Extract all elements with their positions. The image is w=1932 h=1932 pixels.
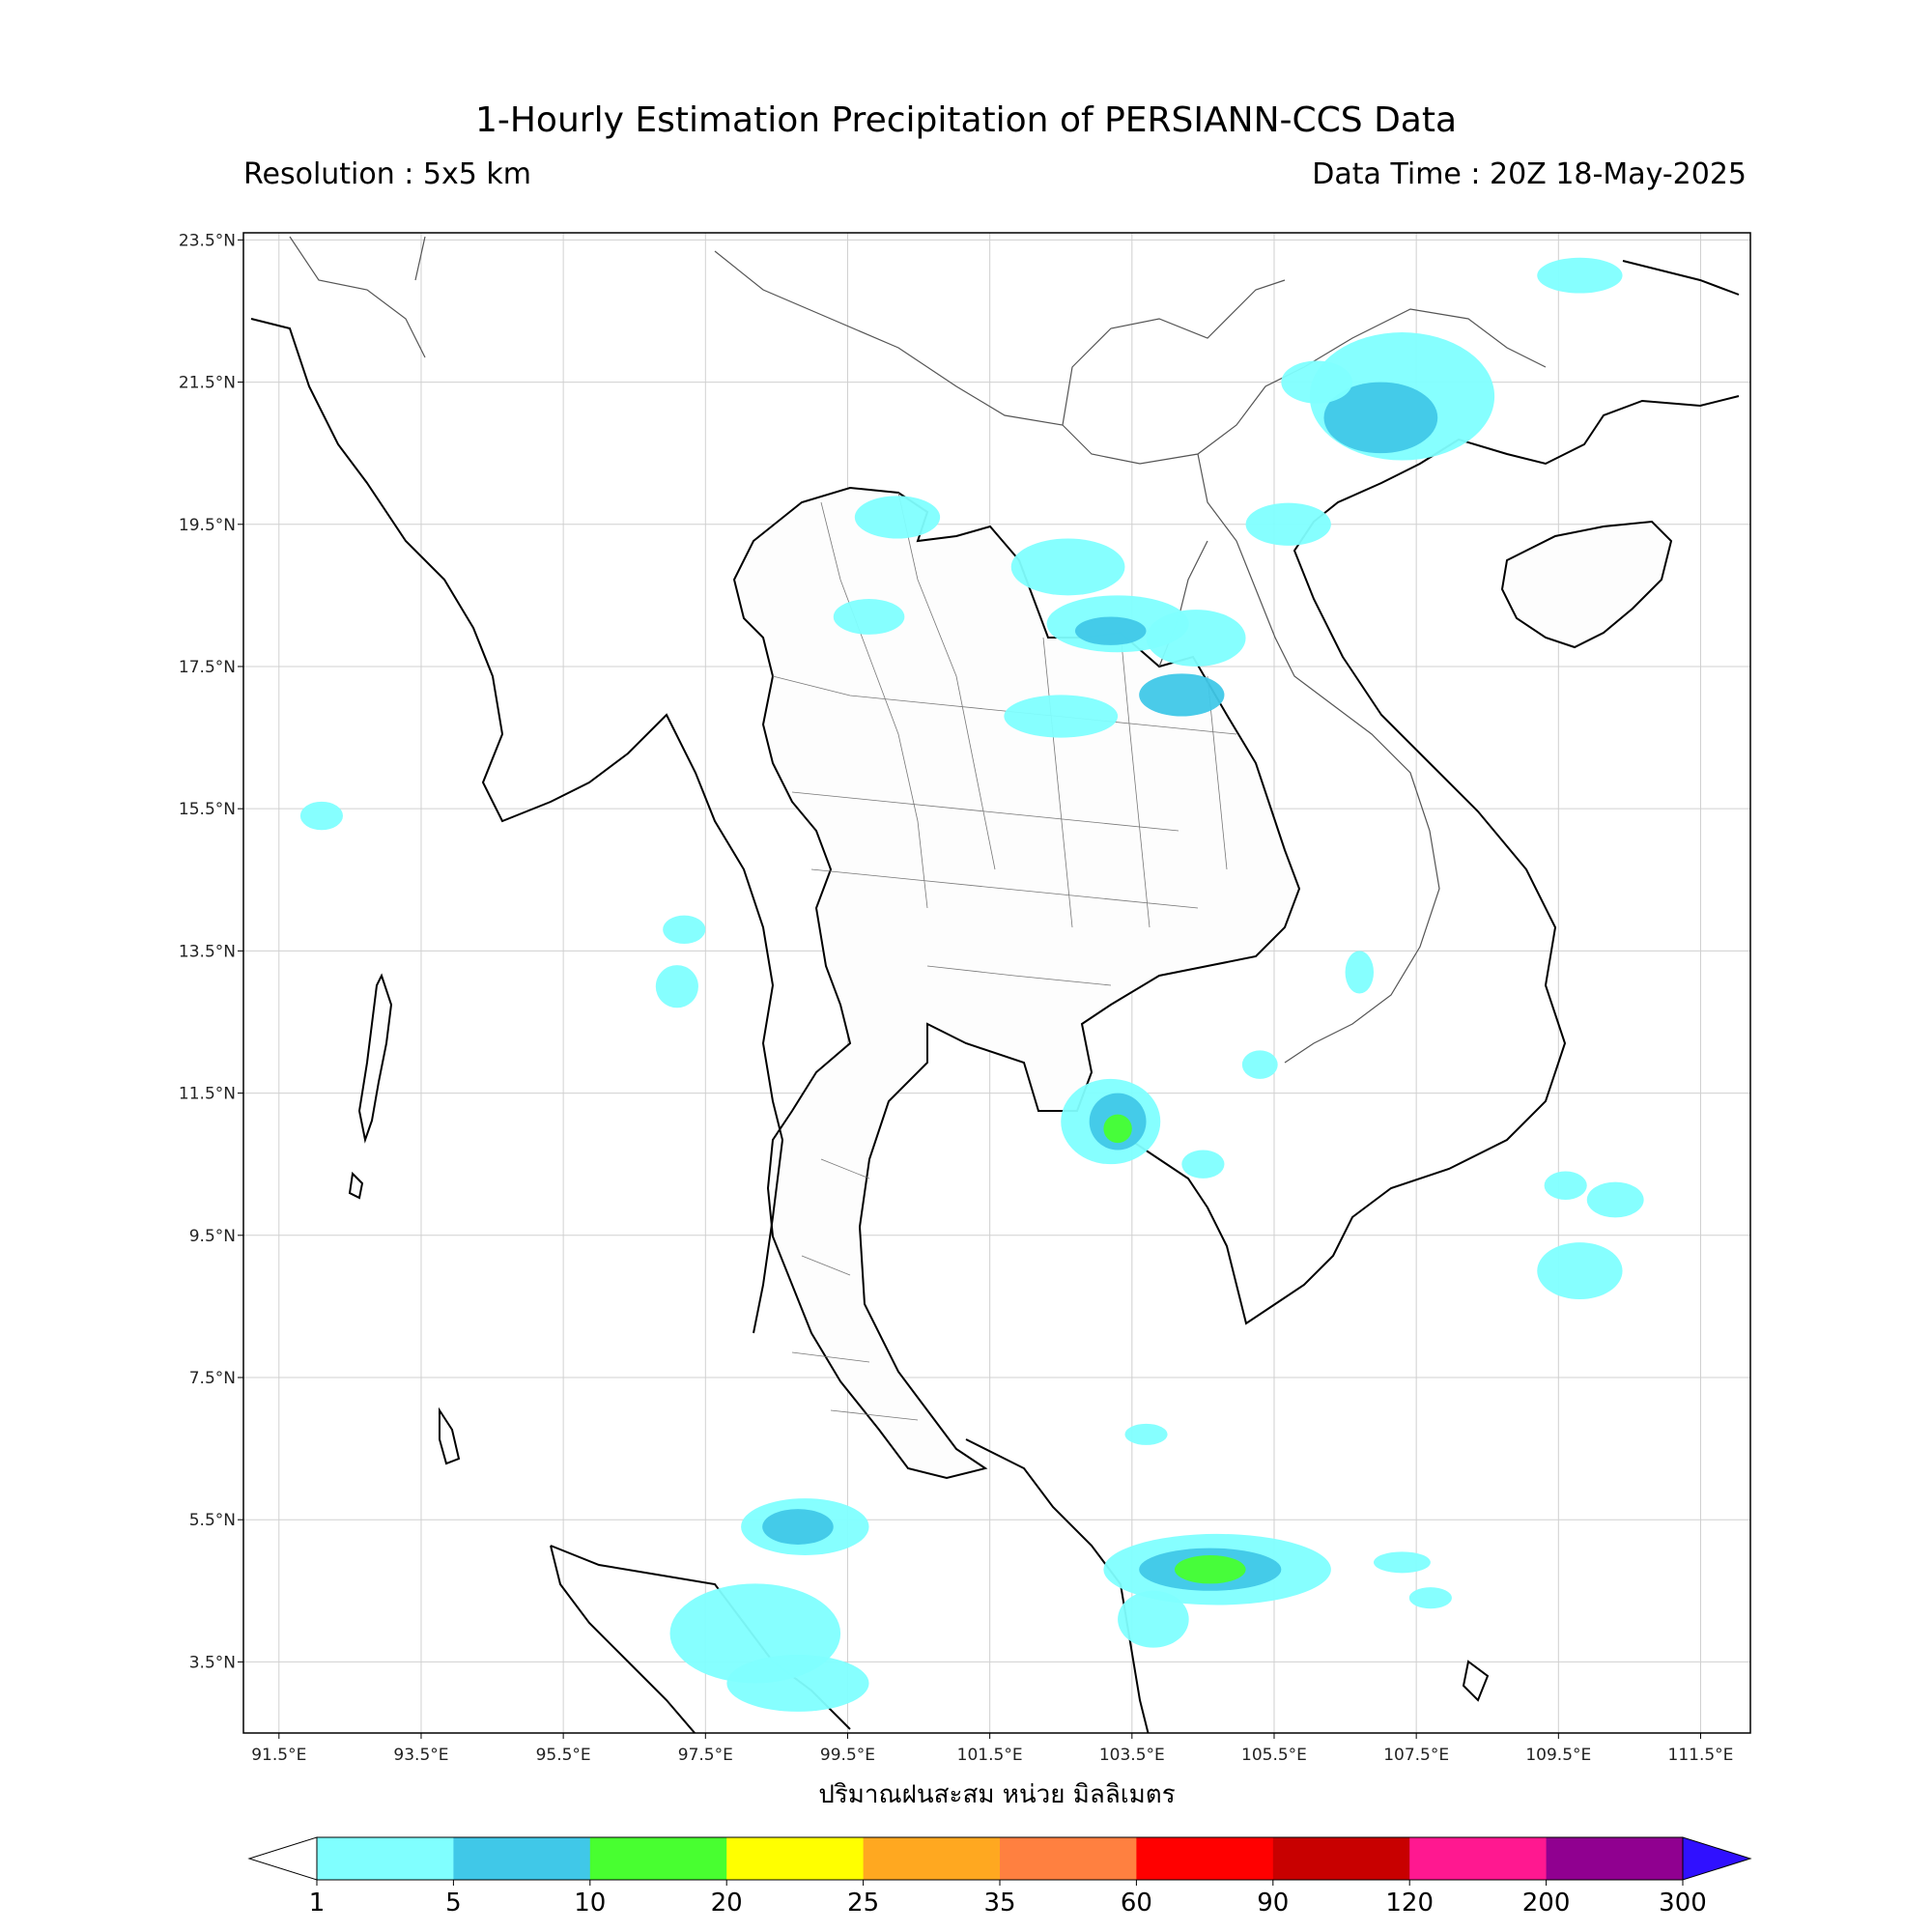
vietnam-coast [1129, 260, 1740, 1325]
rain-cell [726, 1655, 869, 1712]
province-boundaries [772, 492, 1237, 1421]
rain-cell [1174, 1554, 1246, 1584]
colorbar-segment [1272, 1837, 1410, 1880]
precipitation-cells [299, 257, 1644, 1712]
lon-tick-label: 109.5°E [1525, 1746, 1591, 1765]
rain-cell [1004, 695, 1119, 738]
rain-cell [655, 965, 698, 1009]
lon-tick-label: 107.5°E [1383, 1746, 1449, 1765]
colorbar: 1 5 10 20 25 35 60 90 120 200 300 [247, 1836, 1752, 1918]
rain-cell [854, 496, 941, 539]
colorbar-level-label: 60 [1121, 1889, 1152, 1918]
colorbar-segment [726, 1837, 865, 1880]
rain-cell [1281, 360, 1352, 404]
map-frame [242, 232, 1751, 1734]
rain-cell [833, 599, 905, 635]
colorbar-segment [317, 1837, 454, 1880]
andaman-islands [348, 973, 461, 1465]
colorbar-segment [1136, 1837, 1274, 1880]
colorbar-level-label: 10 [574, 1889, 606, 1918]
rain-cell [1586, 1181, 1644, 1218]
lon-tick-label: 111.5°E [1668, 1746, 1734, 1765]
axis-ticks: 91.5°E 93.5°E 95.5°E 97.5°E 99.5°E 101.5°E 103… [179, 231, 1734, 1765]
colorbar-segment [863, 1837, 1001, 1880]
colorbar-level-label: 5 [445, 1889, 462, 1918]
lon-tick-label: 97.5°E [678, 1746, 733, 1765]
rain-cell [1118, 1590, 1189, 1648]
colorbar-level-label: 90 [1257, 1889, 1289, 1918]
rain-cell [1537, 1242, 1623, 1300]
coastlines-and-borders [250, 236, 1740, 1733]
colorbar-level-label: 300 [1659, 1889, 1707, 1918]
myanmar-coast [250, 318, 784, 1334]
colorbar-over-arrow [1682, 1836, 1752, 1881]
rain-cell [1124, 1423, 1168, 1445]
hainan-island [1500, 520, 1673, 649]
rain-cell [1345, 951, 1374, 994]
rain-cell [1374, 1551, 1431, 1574]
rain-cell [1408, 1587, 1452, 1609]
lat-tick-label: 17.5°N [179, 658, 236, 677]
rain-cell [1323, 382, 1438, 454]
lat-tick-label: 19.5°N [179, 516, 236, 535]
rain-cell [1181, 1150, 1225, 1179]
data-time-label: Data Time : 20Z 18-May-2025 [1312, 157, 1747, 191]
colorbar-segment [589, 1837, 727, 1880]
map-title: 1-Hourly Estimation Precipitation of PER… [474, 100, 1458, 140]
lat-tick-label: 9.5°N [189, 1227, 236, 1246]
lon-tick-label: 99.5°E [820, 1746, 875, 1765]
lat-tick-label: 7.5°N [189, 1369, 236, 1388]
colorbar-segment [1546, 1837, 1684, 1880]
rain-cell [1241, 1050, 1278, 1079]
colorbar-level-label: 20 [711, 1889, 743, 1918]
colorbar-level-label: 1 [309, 1889, 326, 1918]
lat-tick-label: 13.5°N [179, 942, 236, 961]
rain-cell [1537, 257, 1623, 294]
lat-tick-label: 3.5°N [189, 1653, 236, 1672]
rain-cell [1103, 1114, 1132, 1144]
colorbar-level-label: 25 [847, 1889, 879, 1918]
lat-tick-label: 15.5°N [179, 800, 236, 819]
x-axis-label: ปริมาณฝนสะสม หน่วย มิลลิเมตร [818, 1780, 1175, 1809]
colorbar-level-label: 120 [1385, 1889, 1434, 1918]
malay-peninsula-coast [965, 1438, 1150, 1733]
colorbar-segment [1409, 1837, 1548, 1880]
international-borders [289, 236, 1547, 1064]
lat-tick-label: 21.5°N [179, 374, 236, 393]
colorbar-level-label: 35 [983, 1889, 1015, 1918]
rain-cell [762, 1509, 834, 1545]
lon-tick-label: 93.5°E [393, 1746, 448, 1765]
borneo-coast [1462, 1660, 1490, 1702]
lon-tick-label: 105.5°E [1241, 1746, 1307, 1765]
rain-cell [663, 915, 706, 945]
lon-tick-label: 91.5°E [251, 1746, 306, 1765]
lon-tick-label: 103.5°E [1099, 1746, 1165, 1765]
rain-cell [299, 801, 344, 831]
rain-cell [1245, 502, 1331, 546]
lon-tick-label: 101.5°E [957, 1746, 1023, 1765]
lat-tick-label: 23.5°N [179, 231, 236, 250]
lat-tick-label: 5.5°N [189, 1511, 236, 1530]
colorbar-segment [453, 1837, 591, 1880]
colorbar-segment [1000, 1837, 1137, 1880]
lon-tick-label: 95.5°E [536, 1746, 591, 1765]
colorbar-under-arrow [247, 1836, 318, 1881]
rain-cell [1139, 673, 1225, 717]
rain-cell [1544, 1171, 1587, 1200]
rain-cell [1010, 538, 1125, 596]
resolution-label: Resolution : 5x5 km [243, 157, 531, 191]
lat-tick-label: 11.5°N [179, 1085, 236, 1104]
rain-cell [1146, 610, 1246, 667]
rain-cell [1074, 616, 1147, 645]
colorbar-level-label: 200 [1522, 1889, 1571, 1918]
